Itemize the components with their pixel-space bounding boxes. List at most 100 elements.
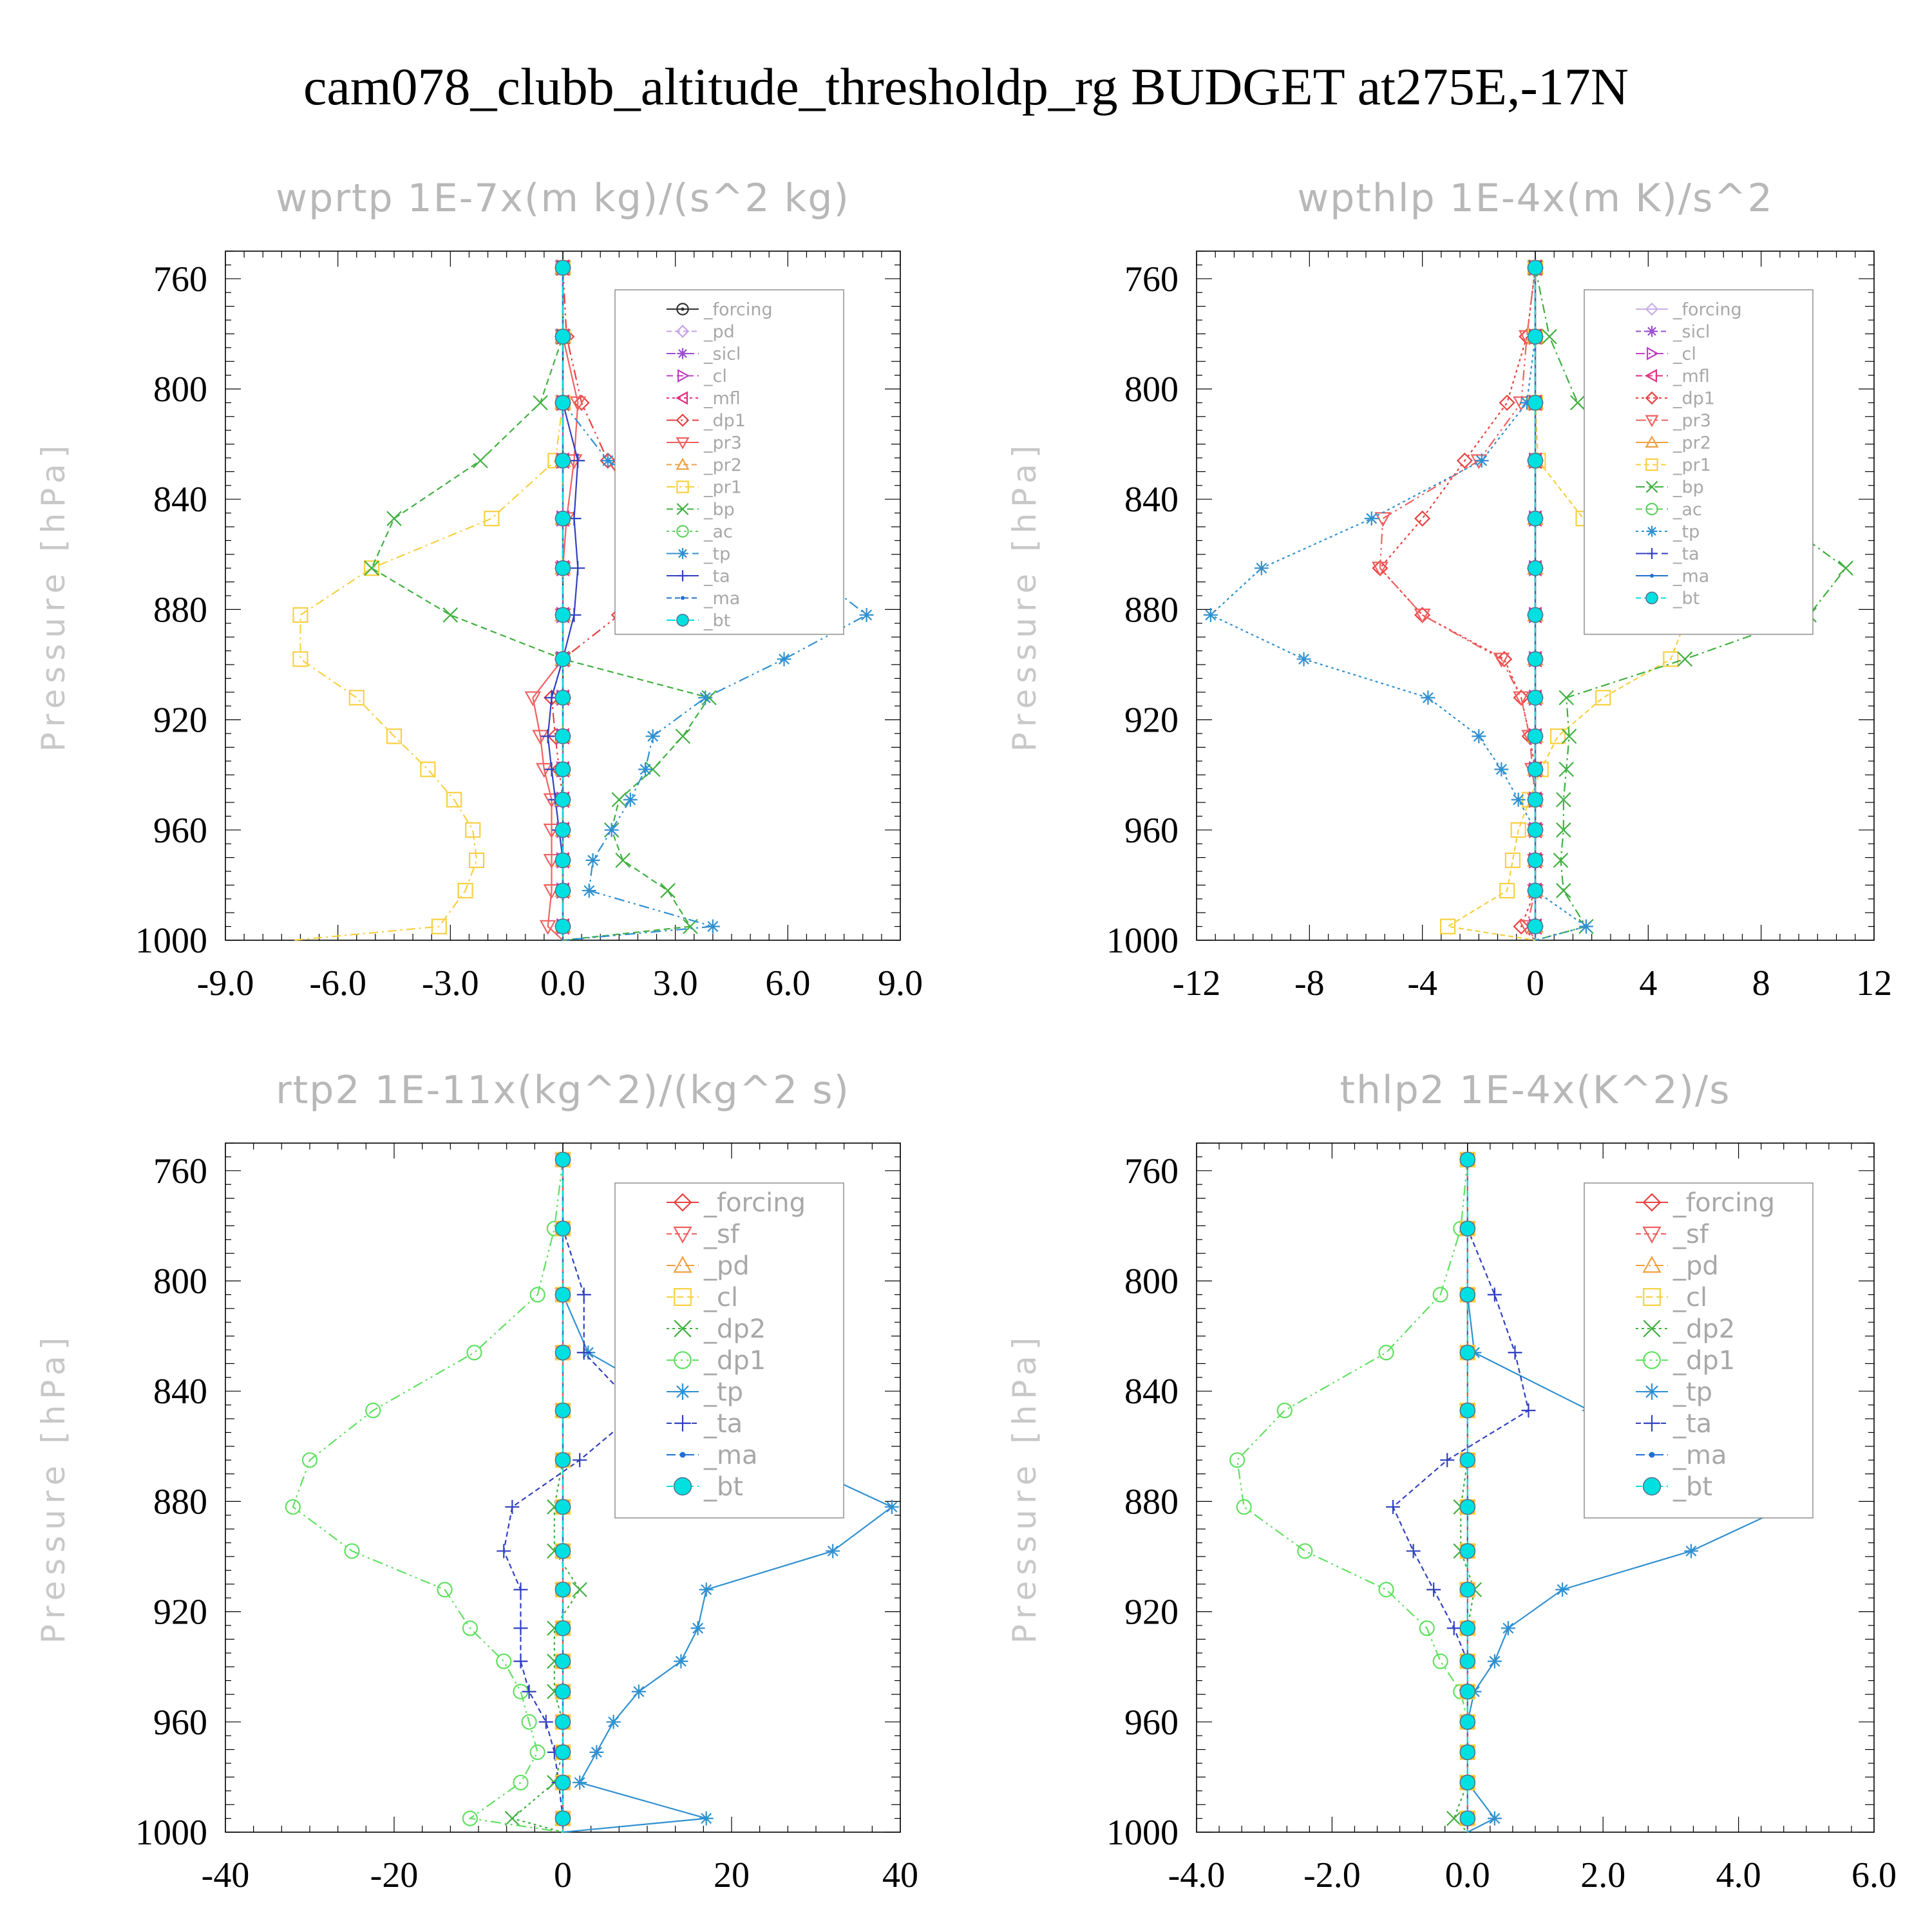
legend-marker [680,596,685,600]
data-point [1459,1582,1476,1598]
legend-marker [674,1288,692,1306]
data-point [1542,328,1557,345]
legend-marker [676,325,690,338]
data-point [554,1774,571,1791]
legend-item: _sicl [667,344,741,364]
data-point [1446,1810,1462,1826]
y-tick-label: 760 [1124,260,1179,299]
legend-item: _ma [1636,1441,1727,1470]
x-tick-label: -20 [370,1855,419,1895]
legend-item: _sf [667,1220,740,1249]
legend: _forcing _pd_sicl_cl_mfl _dp1_pr3_pr2_pr1 _… [614,289,844,635]
legend-marker [674,1383,691,1400]
data-point [437,1582,453,1598]
legend-marker [676,525,689,538]
data-point [442,607,459,623]
legend-label: _dp2 [703,1314,766,1344]
legend-marker [673,1193,692,1212]
data-point [1493,652,1510,668]
data-point [1276,1403,1293,1419]
data-point [521,1714,537,1730]
data-point [1456,452,1473,469]
data-point [705,919,720,934]
legend-label: _cl [703,1283,738,1312]
data-point [554,822,571,838]
data-point [1527,328,1544,345]
legend-label: _tp [1672,1378,1712,1407]
data-point [1459,1151,1476,1168]
data-point [1459,1543,1476,1559]
y-tick-label: 1000 [135,921,207,961]
legend-item: _ma [1636,566,1709,586]
x-tick-label: -2.0 [1303,1855,1361,1895]
data-point [554,1810,571,1826]
data-point [600,453,615,468]
data-point [1527,395,1544,411]
legend-label: _sicl [703,344,741,364]
x-tick-label: 40 [882,1855,918,1895]
legend-label: _bt [703,611,730,630]
data-point [1378,1345,1394,1361]
data-point [699,1811,714,1826]
data-point [554,690,571,706]
series-line [562,267,868,942]
data-point [1459,1452,1476,1468]
x-tick-label: 4.0 [1716,1855,1761,1895]
legend-label: _ta [703,1409,743,1439]
data-point [571,453,585,468]
y-tick-label: 960 [153,811,207,851]
legend-marker [1645,391,1659,405]
data-point [573,1775,587,1790]
data-point [554,328,571,345]
data-point [1414,510,1431,527]
legend-item: _bt [667,1472,743,1502]
axis-ticks [1196,251,1875,941]
data-point [554,452,571,469]
data-point [631,1684,646,1699]
data-point [462,1810,478,1826]
y-axis-label: Pressure [hPa] [1006,1332,1043,1644]
data-point [1513,691,1530,706]
data-point [554,560,571,576]
data-point [1440,1453,1455,1468]
data-point [420,761,436,777]
legend-label: _cl [703,366,727,386]
data-point [496,1653,512,1669]
legend-item: _forcing [1636,299,1742,319]
data-point [1527,728,1544,744]
data-point [292,607,308,623]
y-tick-label: 920 [153,701,207,741]
data-point [554,761,571,777]
data-point [431,918,447,934]
data-point [554,1344,571,1361]
data-point [365,1403,381,1419]
legend-item: _pr3 [667,433,742,453]
data-point [675,728,691,744]
legend-label: _ta [1672,544,1700,564]
legend-marker [676,391,688,405]
data-point [529,1287,545,1303]
x-tick-label: 8 [1752,963,1770,1003]
data-point [513,1654,528,1669]
data-point [572,1582,587,1598]
legend-label: _pd [703,322,735,342]
x-tick-label: 12 [1856,963,1892,1003]
legend-marker [673,1255,692,1273]
x-tick-label: -8 [1294,963,1325,1003]
data-point [1838,560,1853,576]
legend-marker [673,1477,692,1496]
data-point [645,729,660,744]
data-point [1499,882,1515,899]
data-point [533,395,548,411]
data-point [1663,651,1679,667]
legend-item: _pd [1636,1251,1719,1281]
data-point [1364,511,1379,526]
data-point [1487,1287,1502,1302]
data-point [554,607,571,623]
data-point [1459,1220,1476,1236]
data-point [554,1402,571,1419]
legend-marker [1645,302,1659,316]
y-tick-label: 800 [153,1262,207,1302]
data-point [698,690,713,705]
data-point [1527,452,1544,469]
